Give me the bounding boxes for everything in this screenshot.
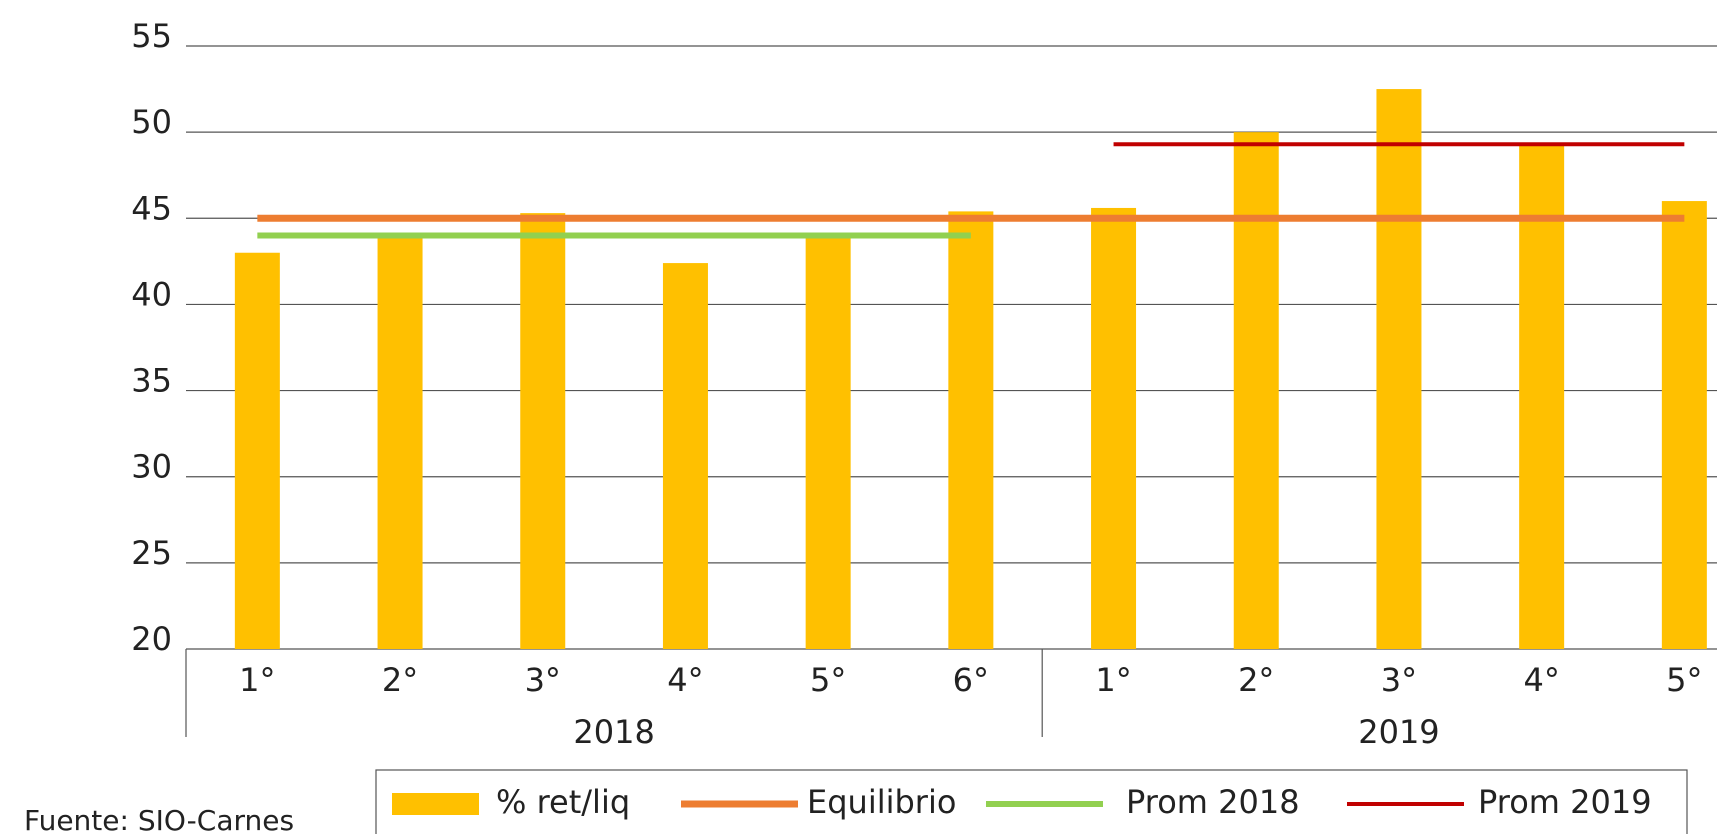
group-label: 2018	[573, 713, 654, 751]
x-tick-label: 3°	[525, 661, 561, 699]
x-tick-label: 1°	[239, 661, 275, 699]
bar	[662, 263, 708, 649]
y-tick-label: 45	[131, 189, 172, 227]
legend-swatch	[392, 793, 479, 815]
bar	[805, 235, 851, 649]
y-tick-label: 25	[131, 534, 172, 572]
legend-label: Prom 2019	[1478, 783, 1652, 821]
bar	[948, 211, 994, 649]
legend-label: Equilibrio	[807, 783, 956, 821]
y-tick-label: 40	[131, 275, 172, 313]
legend-label: % ret/liq	[496, 783, 630, 821]
x-tick-label: 5°	[810, 661, 846, 699]
y-tick-label: 35	[131, 362, 172, 400]
bar	[1091, 207, 1137, 649]
x-tick-label: 4°	[1523, 661, 1559, 699]
y-tick-label: 50	[131, 103, 172, 141]
bar	[377, 235, 423, 649]
x-tick-label: 2°	[382, 661, 418, 699]
bar	[1519, 145, 1565, 649]
x-tick-label: 1°	[1095, 661, 1131, 699]
bar	[1661, 201, 1707, 650]
legend-label: Prom 2018	[1126, 783, 1300, 821]
bar	[520, 213, 566, 650]
y-tick-label: 55	[131, 17, 172, 55]
x-tick-label: 3°	[1381, 661, 1417, 699]
bar	[1376, 89, 1422, 650]
x-tick-label: 2°	[1238, 661, 1274, 699]
y-tick-label: 20	[131, 620, 172, 658]
bar	[234, 252, 280, 649]
bar	[1233, 132, 1279, 650]
x-tick-label: 6°	[953, 661, 989, 699]
group-label: 2019	[1358, 713, 1439, 751]
source-note: Fuente: SIO-Carnes	[24, 804, 294, 834]
x-tick-label: 4°	[667, 661, 703, 699]
x-tick-label: 5°	[1666, 661, 1702, 699]
y-tick-label: 30	[131, 448, 172, 486]
